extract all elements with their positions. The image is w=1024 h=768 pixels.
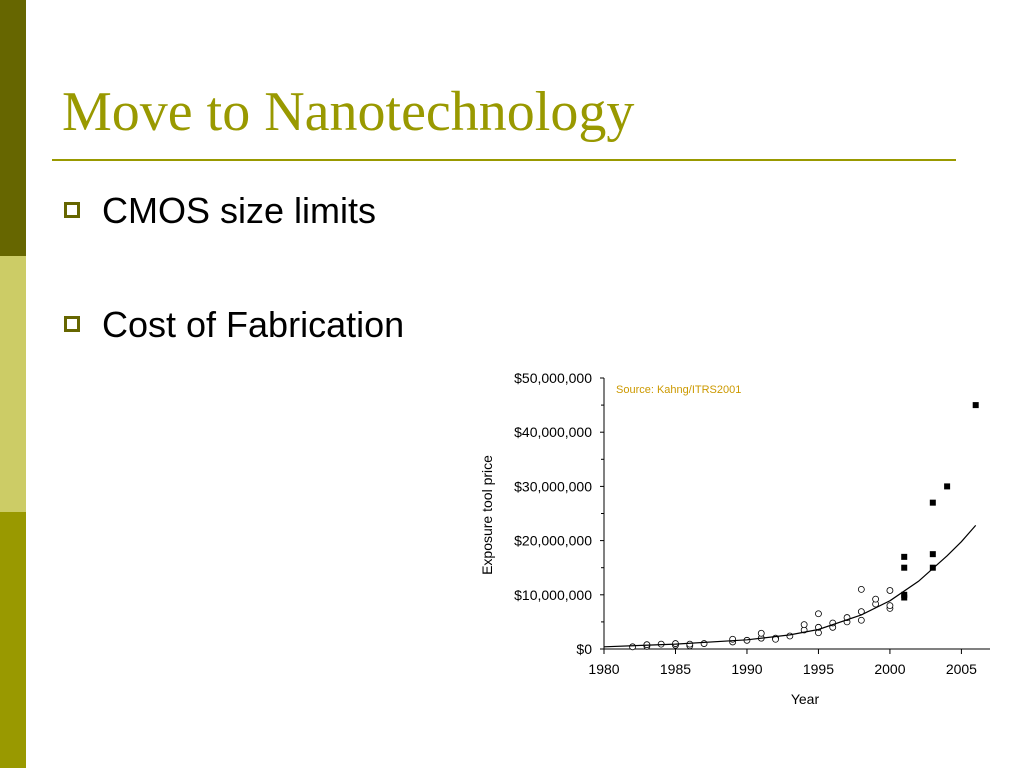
x-tick-label: 1990: [731, 661, 762, 677]
data-point-square: [901, 564, 908, 571]
x-tick-label: 2005: [946, 661, 977, 677]
x-tick-label: 2000: [874, 661, 905, 677]
bullet-item-cost: Cost of Fabrication: [64, 304, 484, 345]
data-point-circle: [700, 640, 708, 647]
data-point-square: [972, 402, 979, 409]
data-point-circle: [815, 610, 822, 618]
side-band-mid: [0, 512, 26, 768]
x-tick-label: 1995: [803, 661, 834, 677]
price-chart: $0 $10,000,000 $20,000,000 $30,000,000 $40,0…: [479, 370, 990, 707]
data-point-circle: [872, 595, 880, 603]
data-point-circle: [757, 629, 765, 637]
title-underline: [52, 159, 956, 161]
data-point-circle: [857, 585, 865, 593]
trend-line: [603, 525, 977, 648]
y-tick-label: $50,000,000: [514, 370, 592, 386]
data-point-square: [901, 553, 908, 560]
y-tick-label: $0: [576, 641, 592, 657]
data-point-circle: [886, 602, 894, 610]
y-tick-label: $20,000,000: [514, 533, 592, 549]
y-tick-label: $40,000,000: [514, 424, 592, 440]
source-annotation: Source: Kahng/ITRS2001: [616, 384, 741, 396]
y-tick-label: $10,000,000: [514, 587, 592, 603]
square-bullet-icon: [64, 316, 80, 332]
data-point-circle: [686, 640, 694, 648]
x-axis-label: Year: [791, 691, 820, 707]
data-point-square: [929, 564, 936, 571]
x-tick-label: 1985: [660, 661, 691, 677]
y-tick-label: $30,000,000: [514, 478, 592, 494]
x-tick-label: 1980: [588, 661, 619, 677]
bullet-text: CMOS size limits: [102, 190, 377, 231]
side-band-light: [0, 256, 26, 512]
data-point-circle: [629, 643, 636, 651]
data-point-square: [944, 483, 951, 490]
data-point-circle: [800, 621, 808, 629]
data-point-circle: [886, 587, 894, 594]
data-point-square: [929, 499, 936, 506]
side-band-dark: [0, 0, 26, 256]
square-bullet-icon: [64, 202, 80, 218]
bullet-text: Cost of Fabrication: [102, 304, 405, 345]
data-point-circle: [786, 632, 794, 640]
x-axis-ticks: 1980 1985 1990 1995 2000 2005: [588, 649, 977, 677]
data-point-square: [901, 591, 908, 598]
slide-title: Move to Nanotechnology: [62, 81, 635, 143]
data-series: [603, 402, 979, 651]
y-axis-ticks: $0 $10,000,000 $20,000,000 $30,000,000 $40,0…: [514, 370, 604, 657]
data-point-square: [929, 551, 936, 558]
bullet-item-cmos: CMOS size limits: [64, 190, 484, 231]
data-point-circle: [857, 616, 865, 624]
y-axis-label: Exposure tool price: [479, 455, 495, 575]
